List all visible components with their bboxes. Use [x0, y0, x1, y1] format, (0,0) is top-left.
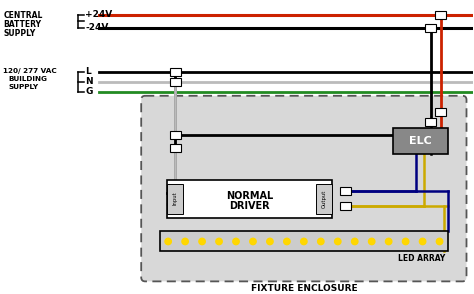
- Circle shape: [267, 238, 273, 245]
- Text: BATTERY: BATTERY: [3, 20, 42, 29]
- Circle shape: [335, 238, 341, 245]
- Text: -24V: -24V: [85, 24, 109, 32]
- FancyBboxPatch shape: [141, 96, 466, 281]
- Bar: [170, 78, 181, 86]
- Text: ELC: ELC: [409, 136, 431, 146]
- Bar: [340, 187, 351, 195]
- Circle shape: [301, 238, 307, 245]
- Bar: [435, 11, 446, 19]
- Circle shape: [182, 238, 188, 245]
- Bar: [160, 231, 447, 251]
- Text: G: G: [85, 87, 93, 96]
- Circle shape: [165, 238, 171, 245]
- Bar: [392, 128, 447, 154]
- Bar: [316, 183, 332, 213]
- Circle shape: [352, 238, 358, 245]
- Circle shape: [385, 238, 392, 245]
- Bar: [170, 131, 181, 139]
- Circle shape: [318, 238, 324, 245]
- Circle shape: [437, 238, 443, 245]
- Circle shape: [199, 238, 205, 245]
- Circle shape: [233, 238, 239, 245]
- Bar: [435, 108, 446, 116]
- Text: Input: Input: [173, 192, 178, 206]
- Text: 120/ 277 VAC: 120/ 277 VAC: [2, 68, 56, 74]
- Circle shape: [402, 238, 409, 245]
- Circle shape: [419, 238, 426, 245]
- Text: LED ARRAY: LED ARRAY: [398, 254, 446, 263]
- Bar: [425, 24, 436, 32]
- Text: Output: Output: [321, 189, 326, 208]
- Circle shape: [284, 238, 290, 245]
- Text: +24V: +24V: [85, 11, 113, 19]
- Circle shape: [368, 238, 375, 245]
- Bar: [340, 202, 351, 210]
- Bar: [170, 68, 181, 76]
- Text: FIXTURE ENCLOSURE: FIXTURE ENCLOSURE: [251, 284, 357, 293]
- Bar: [425, 118, 436, 126]
- Circle shape: [250, 238, 256, 245]
- Bar: [167, 180, 332, 218]
- Text: DRIVER: DRIVER: [229, 201, 270, 211]
- Bar: [167, 183, 183, 213]
- Text: N: N: [85, 77, 93, 86]
- Text: BUILDING: BUILDING: [9, 76, 47, 82]
- Text: SUPPLY: SUPPLY: [9, 84, 39, 90]
- Text: SUPPLY: SUPPLY: [3, 29, 36, 38]
- Bar: [170, 144, 181, 152]
- Text: CENTRAL: CENTRAL: [3, 11, 43, 20]
- Circle shape: [216, 238, 222, 245]
- Text: L: L: [85, 67, 91, 76]
- Text: NORMAL: NORMAL: [226, 191, 273, 201]
